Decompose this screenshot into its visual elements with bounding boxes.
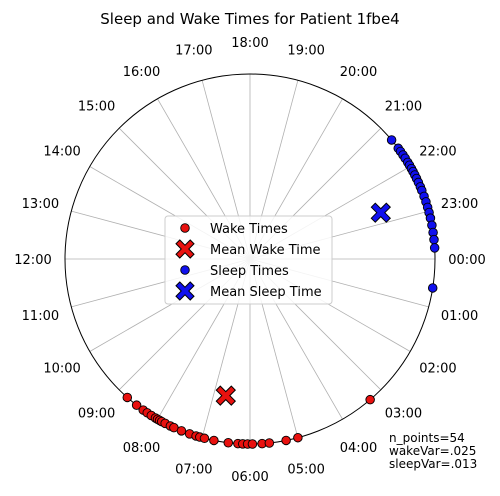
hour-tick-label: 04:00 xyxy=(340,441,377,456)
hour-tick-label: 21:00 xyxy=(385,100,422,115)
hour-tick-label: 00:00 xyxy=(448,253,485,268)
wake-time-point xyxy=(223,437,234,448)
wake-time-point xyxy=(264,438,275,448)
hour-tick-label: 11:00 xyxy=(22,309,59,324)
hour-tick-label: 05:00 xyxy=(287,463,324,478)
hour-tick-label: 16:00 xyxy=(123,65,160,80)
wake-time-point xyxy=(281,435,291,446)
wake-time-point xyxy=(131,400,142,410)
legend-label: Mean Sleep Time xyxy=(210,285,322,300)
hour-tick-label: 07:00 xyxy=(175,463,212,478)
hour-tick-label: 02:00 xyxy=(419,362,456,377)
data-points xyxy=(122,135,440,449)
legend: Wake Times Mean Wake Time Sleep Times Mean … xyxy=(164,215,333,305)
hour-tick-label: 09:00 xyxy=(78,406,115,421)
legend-label: Sleep Times xyxy=(210,264,289,279)
wake-time-point xyxy=(199,433,210,444)
hour-tick-label: 23:00 xyxy=(441,197,478,212)
legend-label: Mean Wake Time xyxy=(210,243,321,258)
stats-annotation-line: sleepVar=.013 xyxy=(389,457,477,471)
stats-annotation-line: wakeVar=.025 xyxy=(389,444,476,458)
sleep-time-point xyxy=(429,243,440,253)
mean-sleep-marker xyxy=(370,202,391,223)
hour-tick-label: 17:00 xyxy=(175,43,212,58)
legend-box xyxy=(164,215,333,305)
wake-time-point xyxy=(209,435,219,446)
hour-tick-label: 19:00 xyxy=(287,43,324,58)
hour-tick-label: 12:00 xyxy=(14,253,51,268)
mean-wake-marker xyxy=(215,385,236,406)
hour-tick-label: 10:00 xyxy=(43,362,80,377)
chart-title: Sleep and Wake Times for Patient 1fbe4 xyxy=(100,10,399,28)
legend-marker xyxy=(180,265,190,275)
hour-tick-label: 03:00 xyxy=(385,406,422,421)
stats-annotation-line: n_points=54 xyxy=(389,431,465,445)
hour-tick-label: 20:00 xyxy=(340,65,377,80)
hour-tick-label: 15:00 xyxy=(78,100,115,115)
sleep-time-point xyxy=(429,234,439,245)
legend-label: Wake Times xyxy=(210,222,288,237)
hour-tick-label: 22:00 xyxy=(419,145,456,160)
legend-marker xyxy=(175,281,195,301)
wake-time-point xyxy=(365,394,375,405)
hour-tick-label: 18:00 xyxy=(231,36,268,51)
wake-time-point xyxy=(122,392,133,403)
sleep-time-point xyxy=(386,135,397,145)
wake-time-point xyxy=(176,426,187,436)
hour-tick-label: 13:00 xyxy=(22,197,59,212)
hour-tick-label: 14:00 xyxy=(43,145,80,160)
hour-tick-label: 08:00 xyxy=(123,441,160,456)
sleep-time-point xyxy=(427,283,438,293)
hour-tick-label: 06:00 xyxy=(231,470,268,485)
hour-tick-label: 01:00 xyxy=(441,309,478,324)
legend-marker xyxy=(180,223,190,233)
wake-time-point xyxy=(293,432,303,443)
hour-tick-labels: 00:00 01:00 02:00 03:00 04:00 05:00 06:00 07:00… xyxy=(14,36,485,485)
legend-marker xyxy=(175,239,195,259)
wake-time-point xyxy=(247,439,258,449)
